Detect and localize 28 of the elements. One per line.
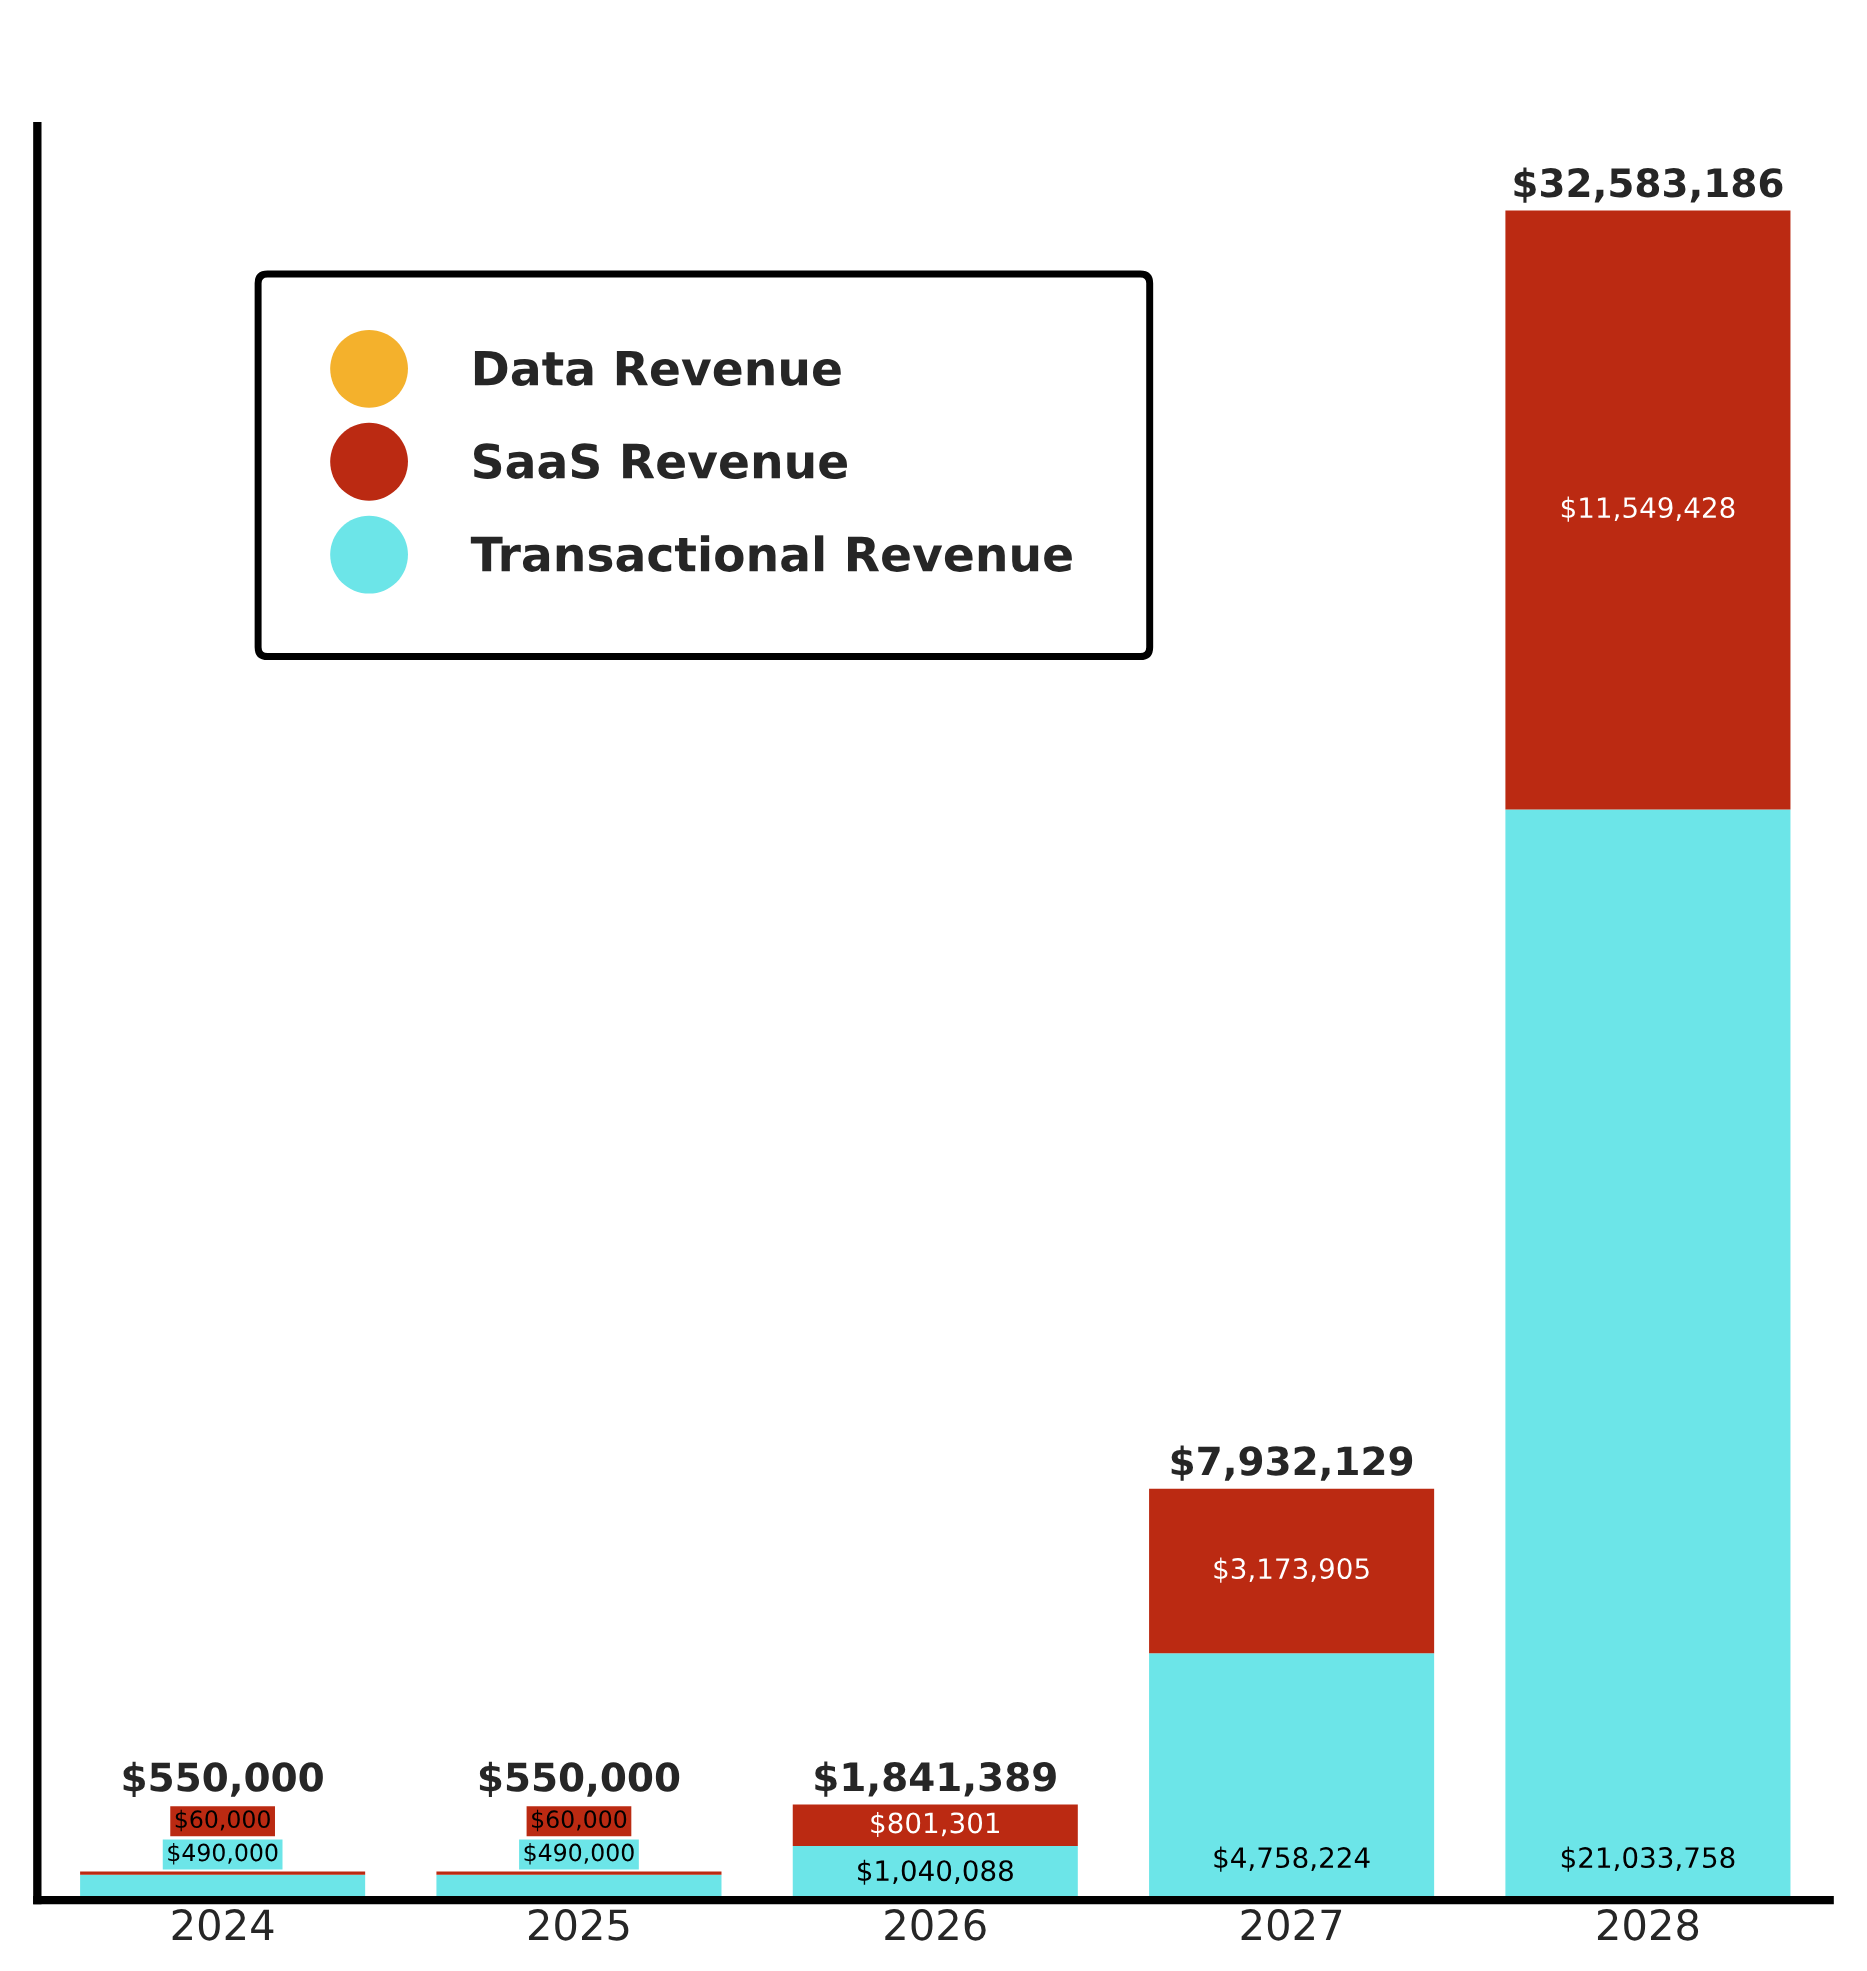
bar [792, 1804, 1078, 1847]
data-label: $490,000 [168, 1843, 278, 1865]
bar [80, 1871, 366, 1875]
total-label: $550,000 [123, 1761, 323, 1797]
data-label: $11,549,428 [1561, 496, 1735, 522]
bar [1149, 1488, 1435, 1654]
total-label: $1,841,389 [815, 1761, 1056, 1797]
x-tick-label: 2027 [1241, 1909, 1342, 1941]
total-label: $32,583,186 [1514, 167, 1783, 203]
x-tick-label: 2028 [1597, 1909, 1699, 1941]
data-label: $490,000 [524, 1843, 634, 1865]
x-tick-label: 2024 [172, 1909, 274, 1941]
data-label: $4,758,224 [1214, 1846, 1370, 1872]
data-label: $1,040,088 [858, 1859, 1013, 1885]
data-label: $3,173,905 [1214, 1557, 1369, 1583]
x-tick-label: 2025 [528, 1909, 629, 1941]
data-label: $60,000 [532, 1809, 627, 1832]
total-label: $7,932,129 [1171, 1445, 1413, 1481]
legend-label: Transactional Revenue [470, 535, 1072, 572]
data-label: $21,033,758 [1561, 1846, 1735, 1872]
total-label: $550,000 [479, 1761, 680, 1797]
legend-label: SaaS Revenue [473, 443, 847, 479]
bar [436, 1871, 722, 1875]
data-label: $60,000 [175, 1809, 270, 1832]
legend-label: Data Revenue [474, 350, 841, 387]
bar [1505, 210, 1791, 810]
data-label: $801,301 [871, 1811, 999, 1838]
x-tick-label: 2026 [885, 1909, 986, 1941]
